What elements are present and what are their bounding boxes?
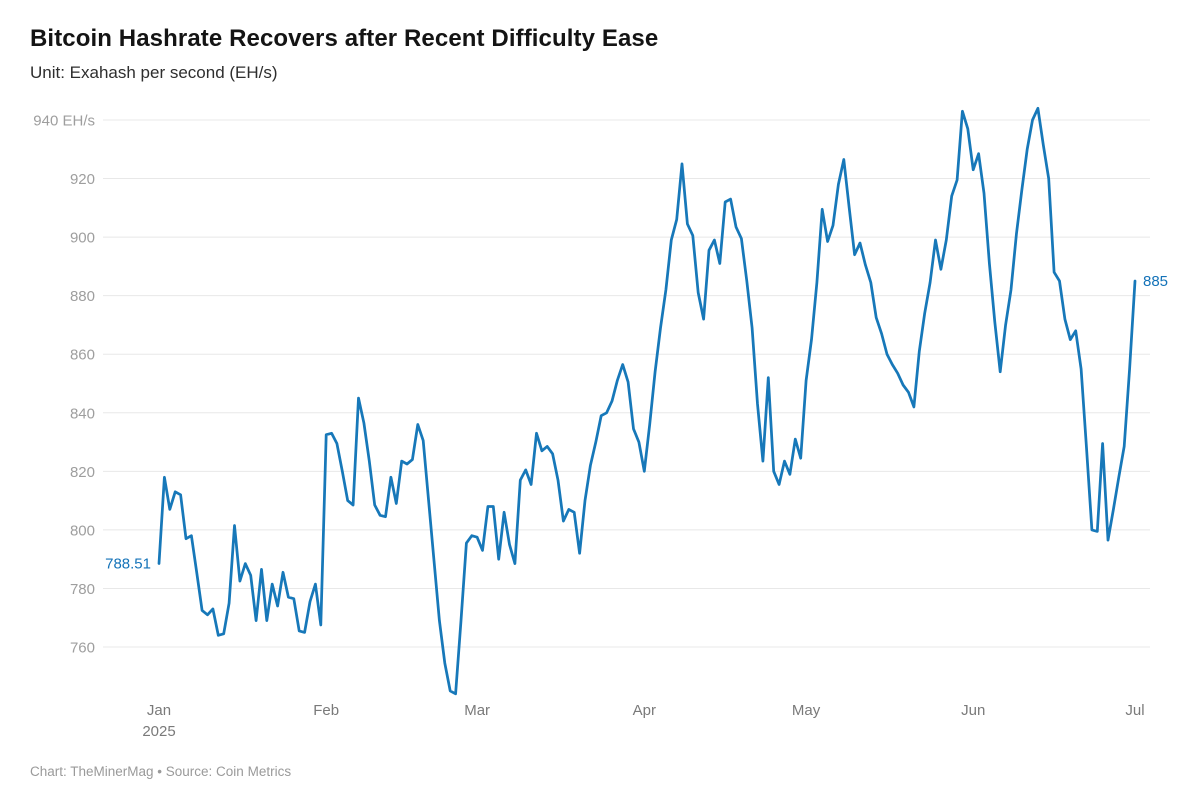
- chart-footer-credit: Chart: TheMinerMag • Source: Coin Metric…: [30, 764, 292, 779]
- y-tick-label: 940 EH/s: [33, 113, 95, 130]
- y-tick-label: 840: [70, 405, 95, 422]
- x-tick-label: Jul: [1125, 702, 1144, 719]
- start-value-label: 788.51: [105, 556, 151, 573]
- y-tick-label: 860: [70, 347, 95, 364]
- x-tick-label: Mar: [464, 702, 490, 719]
- end-value-label: 885: [1143, 273, 1168, 290]
- y-tick-label: 760: [70, 640, 95, 657]
- x-tick-label: Jan: [147, 702, 171, 719]
- x-tick-label: Feb: [313, 702, 339, 719]
- y-tick-label: 780: [70, 581, 95, 598]
- y-tick-label: 800: [70, 522, 95, 539]
- x-tick-label: May: [792, 702, 821, 719]
- x-tick-year-label: 2025: [142, 723, 175, 740]
- chart-title: Bitcoin Hashrate Recovers after Recent D…: [30, 25, 659, 52]
- x-tick-label: Apr: [633, 702, 656, 719]
- y-tick-label: 900: [70, 230, 95, 247]
- chart-subtitle: Unit: Exahash per second (EH/s): [30, 63, 278, 82]
- y-tick-label: 920: [70, 171, 95, 188]
- y-tick-label: 820: [70, 464, 95, 481]
- hashrate-line: [157, 106, 1137, 696]
- x-tick-label: Jun: [961, 702, 985, 719]
- y-tick-label: 880: [70, 288, 95, 305]
